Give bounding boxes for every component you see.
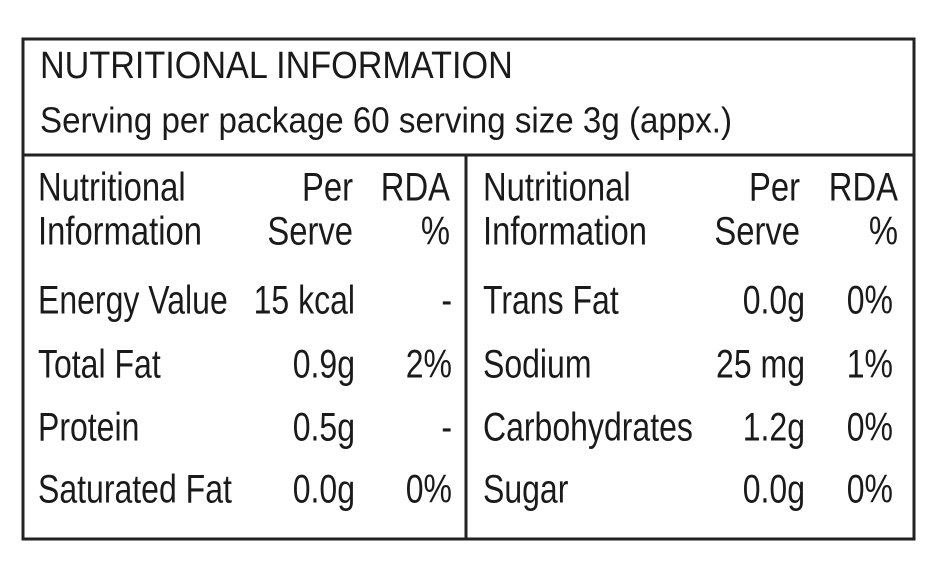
column-header: % [869,208,898,253]
nutrient-value: 0.0g [293,466,355,511]
column-header: Nutritional [38,164,186,209]
nutrient-value: - [441,404,452,449]
column-header: % [421,208,450,253]
column-header: Per [749,164,800,209]
subtitle: Serving per package 60 serving size 3g (… [40,101,732,141]
outer-border [21,37,916,541]
nutrient-value: 0% [406,466,452,511]
column-header: Information [483,208,647,253]
nutrient-value: 15 kcal [254,277,355,322]
nutrient-name: Energy Value [38,277,228,322]
nutrient-value: - [441,277,452,322]
column-header: Per [302,164,353,209]
nutrient-value: 0% [847,277,893,322]
nutrient-name: Sugar [483,466,568,511]
nutrient-value: 0.9g [293,341,355,386]
nutrient-value: 0% [847,404,893,449]
nutrient-value: 0.0g [743,277,805,322]
nutrient-name: Protein [38,404,139,449]
nutrient-name: Trans Fat [483,277,619,322]
nutrient-value: 2% [406,341,452,386]
nutrient-name: Saturated Fat [38,466,232,511]
column-header: RDA [829,164,899,209]
nutrient-value: 0.5g [293,404,355,449]
nutrient-name: Total Fat [38,341,161,386]
column-header: Nutritional [483,164,631,209]
title: NUTRITIONAL INFORMATION [40,43,513,86]
nutrient-name: Carbohydrates [483,404,693,449]
nutrient-value: 1% [847,341,893,386]
column-header: Information [38,208,202,253]
nutrient-value: 0.0g [743,466,805,511]
nutrient-value: 1.2g [743,404,805,449]
nutrient-value: 0% [847,466,893,511]
nutrient-value: 25 mg [716,341,805,386]
column-header: RDA [381,164,451,209]
column-header: Serve [714,208,800,253]
nutrient-name: Sodium [483,341,591,386]
column-header: Serve [267,208,353,253]
